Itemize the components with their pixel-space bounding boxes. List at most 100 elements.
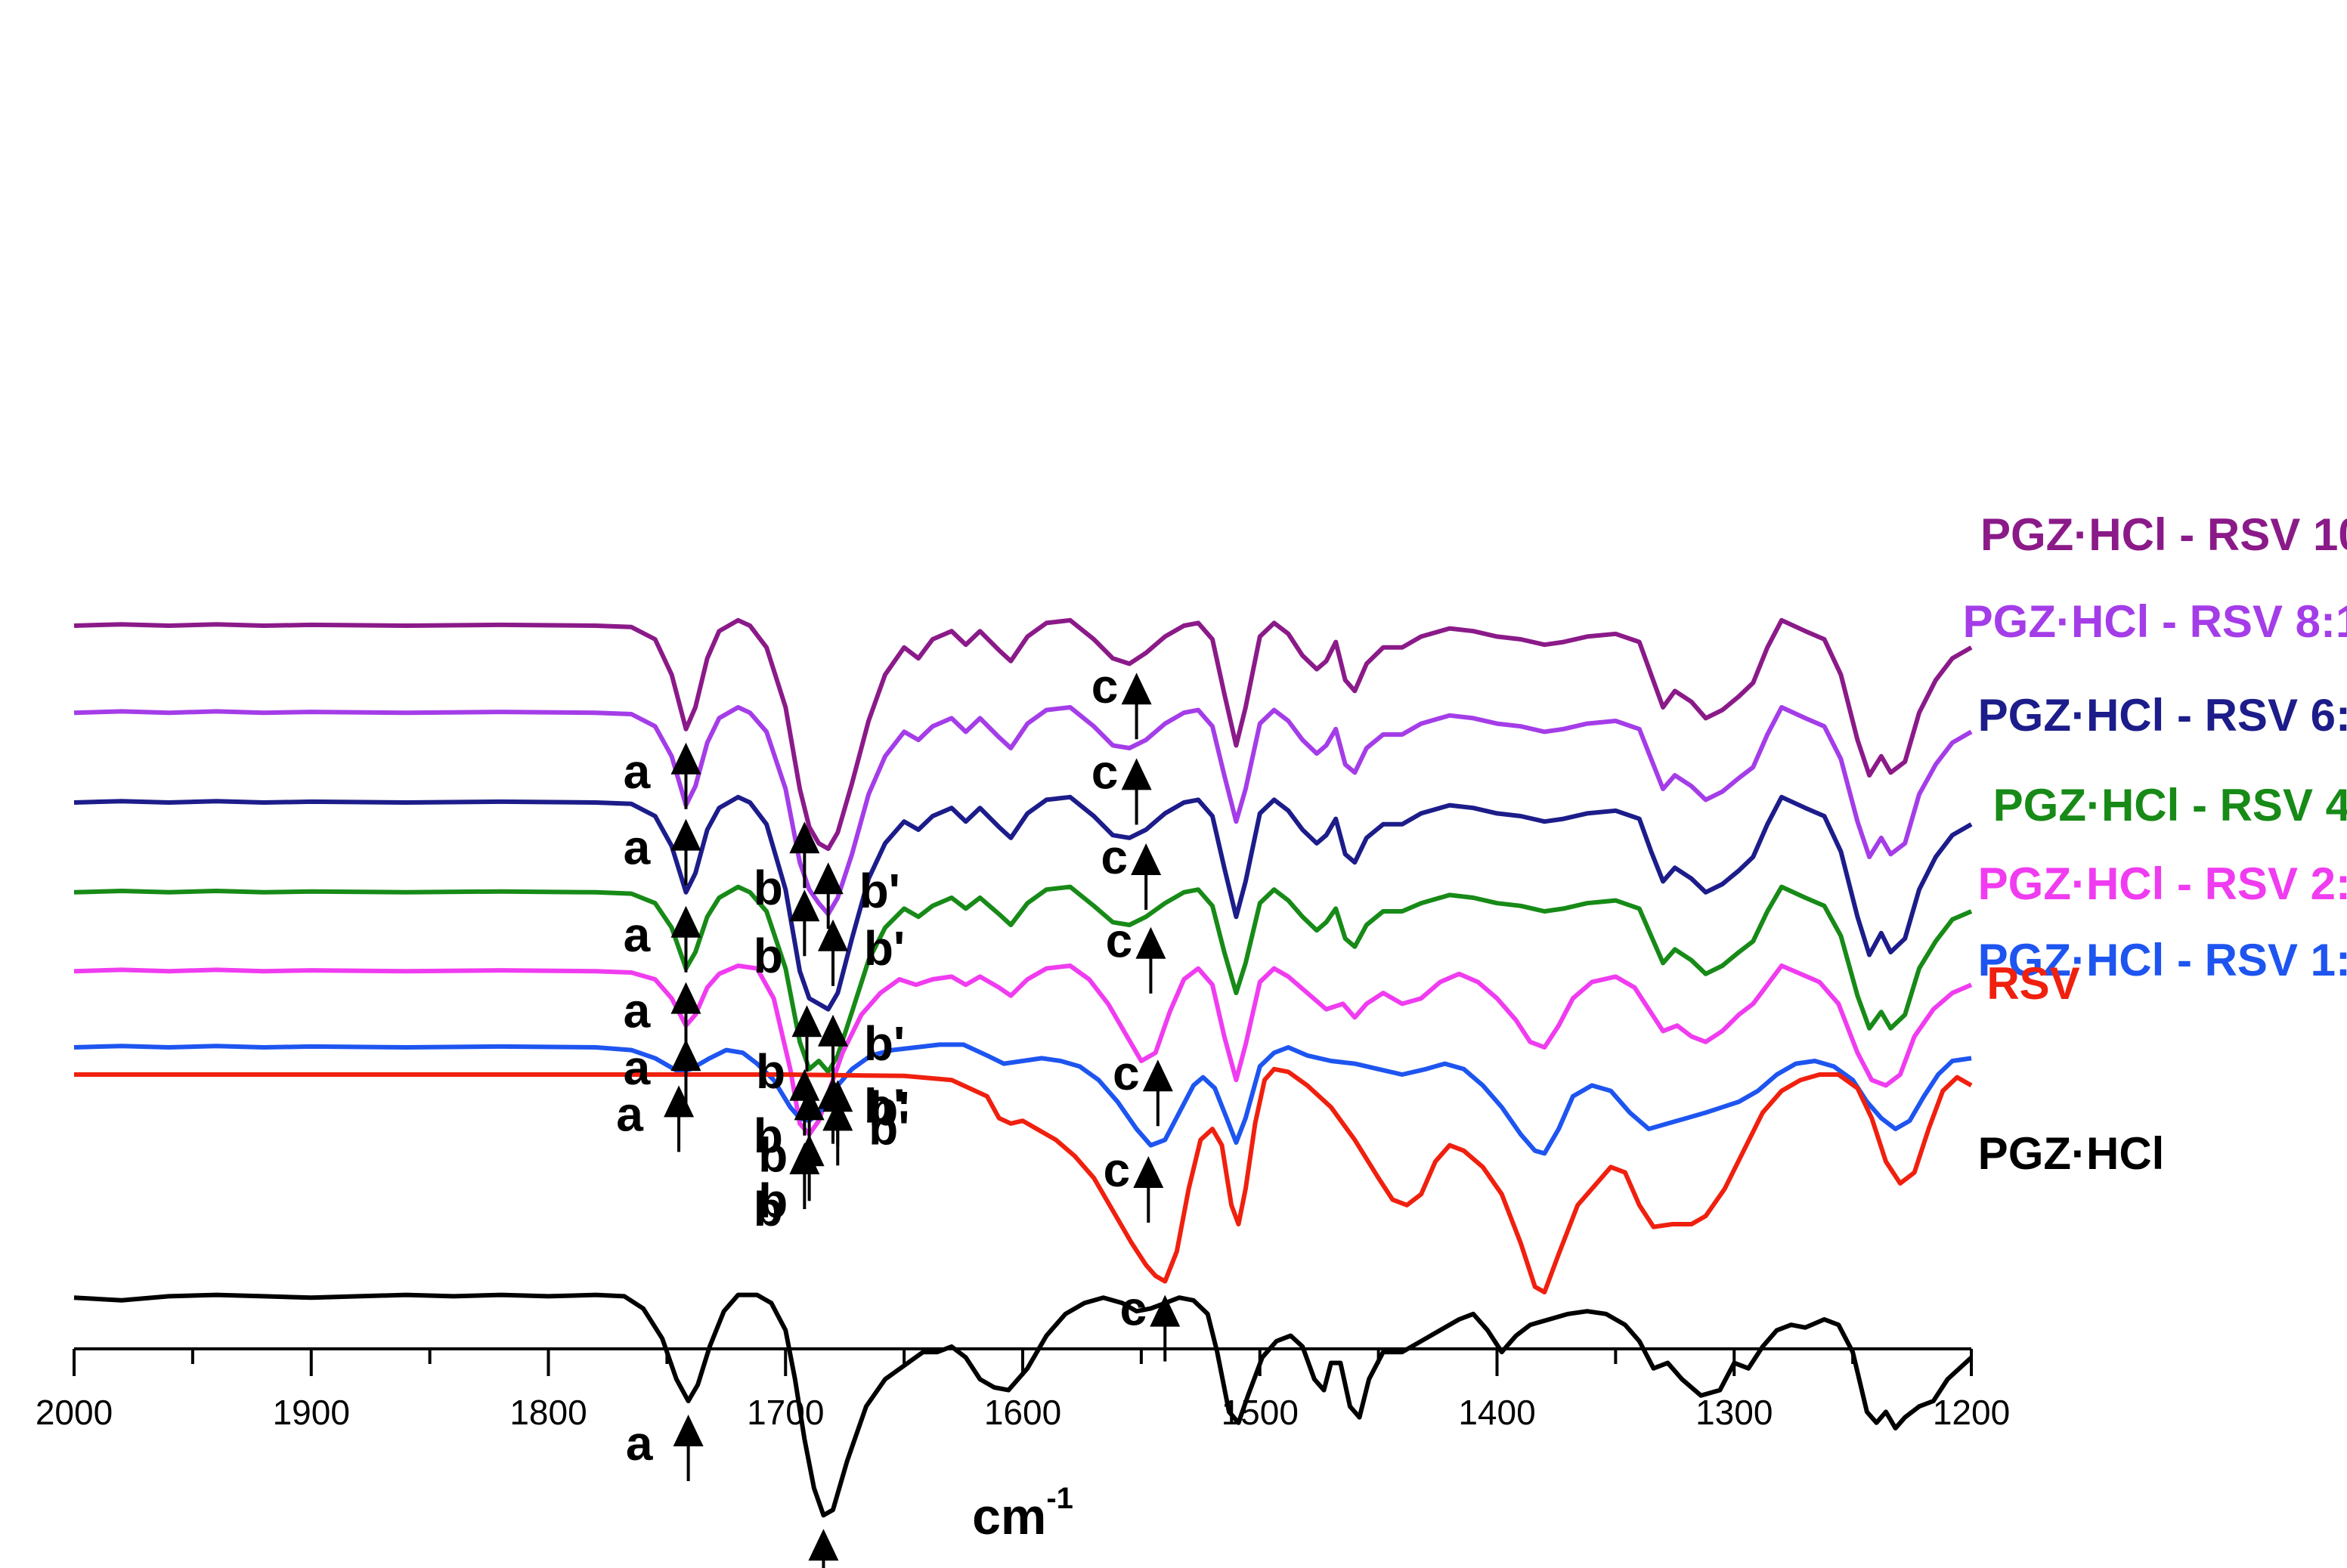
- arrow-head: [1131, 843, 1162, 875]
- x-axis-title: cm-1: [972, 1482, 1073, 1545]
- series-line: [73, 617, 1973, 852]
- peak-label: a: [624, 908, 651, 962]
- series-label: PGZ·HCl - RSV 6:1: [1978, 690, 2347, 741]
- peak-label: c: [1119, 1282, 1147, 1336]
- peak-label: a: [624, 984, 651, 1038]
- arrow-head: [1121, 673, 1152, 705]
- arrow-head: [822, 1099, 853, 1131]
- spectra-series: [73, 617, 1974, 1518]
- series-label: PGZ·HCl - RSV 8:1: [1963, 596, 2347, 647]
- x-axis-title-superscript: -1: [1046, 1482, 1073, 1515]
- arrow-head: [808, 1529, 839, 1561]
- series-line: [73, 884, 1973, 1075]
- x-tick-label: 2000: [36, 1393, 113, 1432]
- x-tick-label: 1400: [1458, 1393, 1535, 1432]
- series-labels: PGZ·HCl - RSV 10:1 PGZ·HCl - RSV 8:1 PGZ·H…: [1963, 509, 2347, 1179]
- series-label: PGZ·HCl: [1978, 1128, 2165, 1179]
- x-tick-label: 1500: [1221, 1393, 1299, 1432]
- x-axis: 2000 1900 1800 1700 1600 1500 1400 1300 1200: [36, 1347, 2010, 1432]
- peak-marker: a: [624, 905, 701, 973]
- peak-label: c: [1101, 830, 1128, 884]
- arrow-head: [670, 905, 701, 938]
- peak-label: b': [859, 864, 900, 918]
- peak-label: b: [754, 861, 783, 915]
- peak-annotations: a b b' c a b b' c a b b' c a b b' c a b b' c a b b' c b c a b: [616, 659, 1181, 1568]
- peak-label: c: [1113, 1046, 1140, 1100]
- peak-marker: b: [754, 889, 820, 983]
- arrow-head: [818, 1014, 848, 1047]
- peak-marker: c: [1113, 1046, 1173, 1127]
- peak-marker: b': [813, 862, 900, 929]
- arrow-head: [822, 1080, 853, 1112]
- series-label: PGZ·HCl - RSV 2:1: [1978, 858, 2347, 909]
- peak-label: a: [624, 821, 651, 875]
- series-line: [73, 1042, 1972, 1156]
- peak-marker: b: [758, 1088, 825, 1182]
- peak-marker: a: [624, 818, 701, 886]
- peak-label: b: [754, 1109, 783, 1163]
- peak-marker: c: [1101, 830, 1162, 910]
- peak-label: c: [1091, 744, 1119, 799]
- series-label: PGZ·HCl - RSV 4:1: [1993, 780, 2347, 830]
- peak-marker: a: [624, 742, 701, 809]
- peak-marker: b': [818, 1014, 905, 1081]
- peak-marker: c: [1103, 1143, 1164, 1223]
- peak-marker: b': [818, 919, 905, 986]
- peak-marker: c: [1091, 744, 1152, 825]
- peak-label: b': [864, 1016, 905, 1071]
- arrow-head: [1121, 758, 1152, 790]
- series-line: [73, 794, 1973, 1012]
- arrow-head: [818, 919, 848, 951]
- peak-marker: a: [624, 982, 701, 1049]
- arrow-head: [670, 818, 701, 851]
- peak-label: b: [754, 1182, 783, 1236]
- arrow-head: [794, 1088, 825, 1121]
- x-tick-label: 1800: [509, 1393, 587, 1432]
- peak-label: c: [1091, 659, 1119, 713]
- arrow-head: [1142, 1059, 1173, 1092]
- arrow-head: [789, 1069, 820, 1101]
- peak-label: b': [869, 1081, 909, 1136]
- arrow-head: [670, 982, 701, 1014]
- x-tick-label: 1600: [984, 1393, 1061, 1432]
- peak-label: c: [1103, 1143, 1130, 1197]
- peak-marker: a: [624, 1039, 701, 1106]
- arrow-head: [673, 1415, 704, 1446]
- series-label: PGZ·HCl - RSV 10:1: [1980, 509, 2347, 560]
- series-line: [73, 963, 1973, 1137]
- arrow-head: [670, 742, 701, 775]
- peak-marker: c: [1119, 1282, 1181, 1362]
- peak-marker: a: [616, 1085, 695, 1152]
- peak-marker: a: [626, 1415, 704, 1481]
- peak-label: c: [1106, 914, 1133, 968]
- x-tick-label: 1300: [1695, 1393, 1773, 1432]
- x-tick-label: 1200: [1933, 1393, 2010, 1432]
- peak-marker: b: [754, 821, 820, 915]
- series-line: [73, 705, 1973, 917]
- peak-label: a: [626, 1416, 653, 1471]
- peak-label: a: [616, 1087, 643, 1141]
- peak-marker: c: [1106, 914, 1166, 994]
- arrow-head: [789, 821, 820, 854]
- peak-label: b': [869, 1100, 909, 1155]
- peak-label: b': [864, 921, 905, 976]
- peak-label: b: [758, 1174, 788, 1228]
- series-line: [74, 1066, 1973, 1294]
- peak-label: a: [624, 744, 651, 799]
- peak-marker: b: [754, 1143, 820, 1236]
- arrow-head: [1150, 1294, 1181, 1327]
- peak-label: b: [758, 1127, 788, 1182]
- arrow-head: [1133, 1156, 1164, 1188]
- peak-marker: b: [808, 1529, 839, 1568]
- arrow-head: [1135, 926, 1166, 959]
- peak-label: b': [864, 1079, 905, 1133]
- x-tick-label: 1900: [273, 1393, 350, 1432]
- arrow-head: [791, 1005, 822, 1038]
- peak-marker: c: [1091, 659, 1152, 740]
- peak-marker: b: [754, 1069, 820, 1163]
- arrow-head: [813, 862, 844, 895]
- series-line: [73, 1292, 1974, 1518]
- arrow-head: [670, 1039, 701, 1072]
- peak-marker: b': [822, 1099, 909, 1166]
